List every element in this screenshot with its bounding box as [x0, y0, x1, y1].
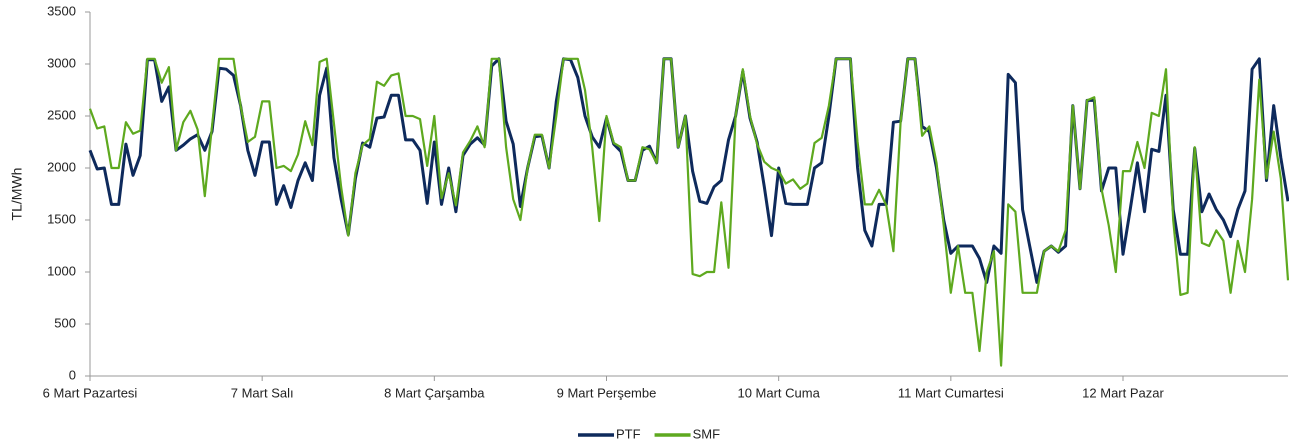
- legend-label: SMF: [693, 426, 721, 441]
- y-tick-label: 3500: [47, 3, 76, 18]
- x-tick-label: 7 Mart Salı: [231, 385, 294, 400]
- y-tick-label: 1500: [47, 211, 76, 226]
- y-tick-label: 500: [54, 315, 76, 330]
- y-tick-label: 3000: [47, 55, 76, 70]
- series-line: [88, 57, 1289, 284]
- y-tick-label: 2000: [47, 159, 76, 174]
- y-tick-label: 2500: [47, 107, 76, 122]
- x-tick-label: 11 Mart Cumartesi: [898, 385, 1004, 400]
- y-tick-label: 0: [69, 367, 76, 382]
- x-tick-label: 8 Mart Çarşamba: [384, 385, 485, 400]
- x-tick-label: 6 Mart Pazartesi: [43, 385, 138, 400]
- legend-label: PTF: [616, 426, 641, 441]
- x-tick-label: 10 Mart Cuma: [737, 385, 820, 400]
- x-tick-label: 12 Mart Pazar: [1082, 385, 1164, 400]
- series-line: [88, 57, 1289, 367]
- x-tick-label: 9 Mart Perşembe: [557, 385, 657, 400]
- y-tick-label: 1000: [47, 263, 76, 278]
- y-axis-label: TL/MWh: [9, 168, 25, 221]
